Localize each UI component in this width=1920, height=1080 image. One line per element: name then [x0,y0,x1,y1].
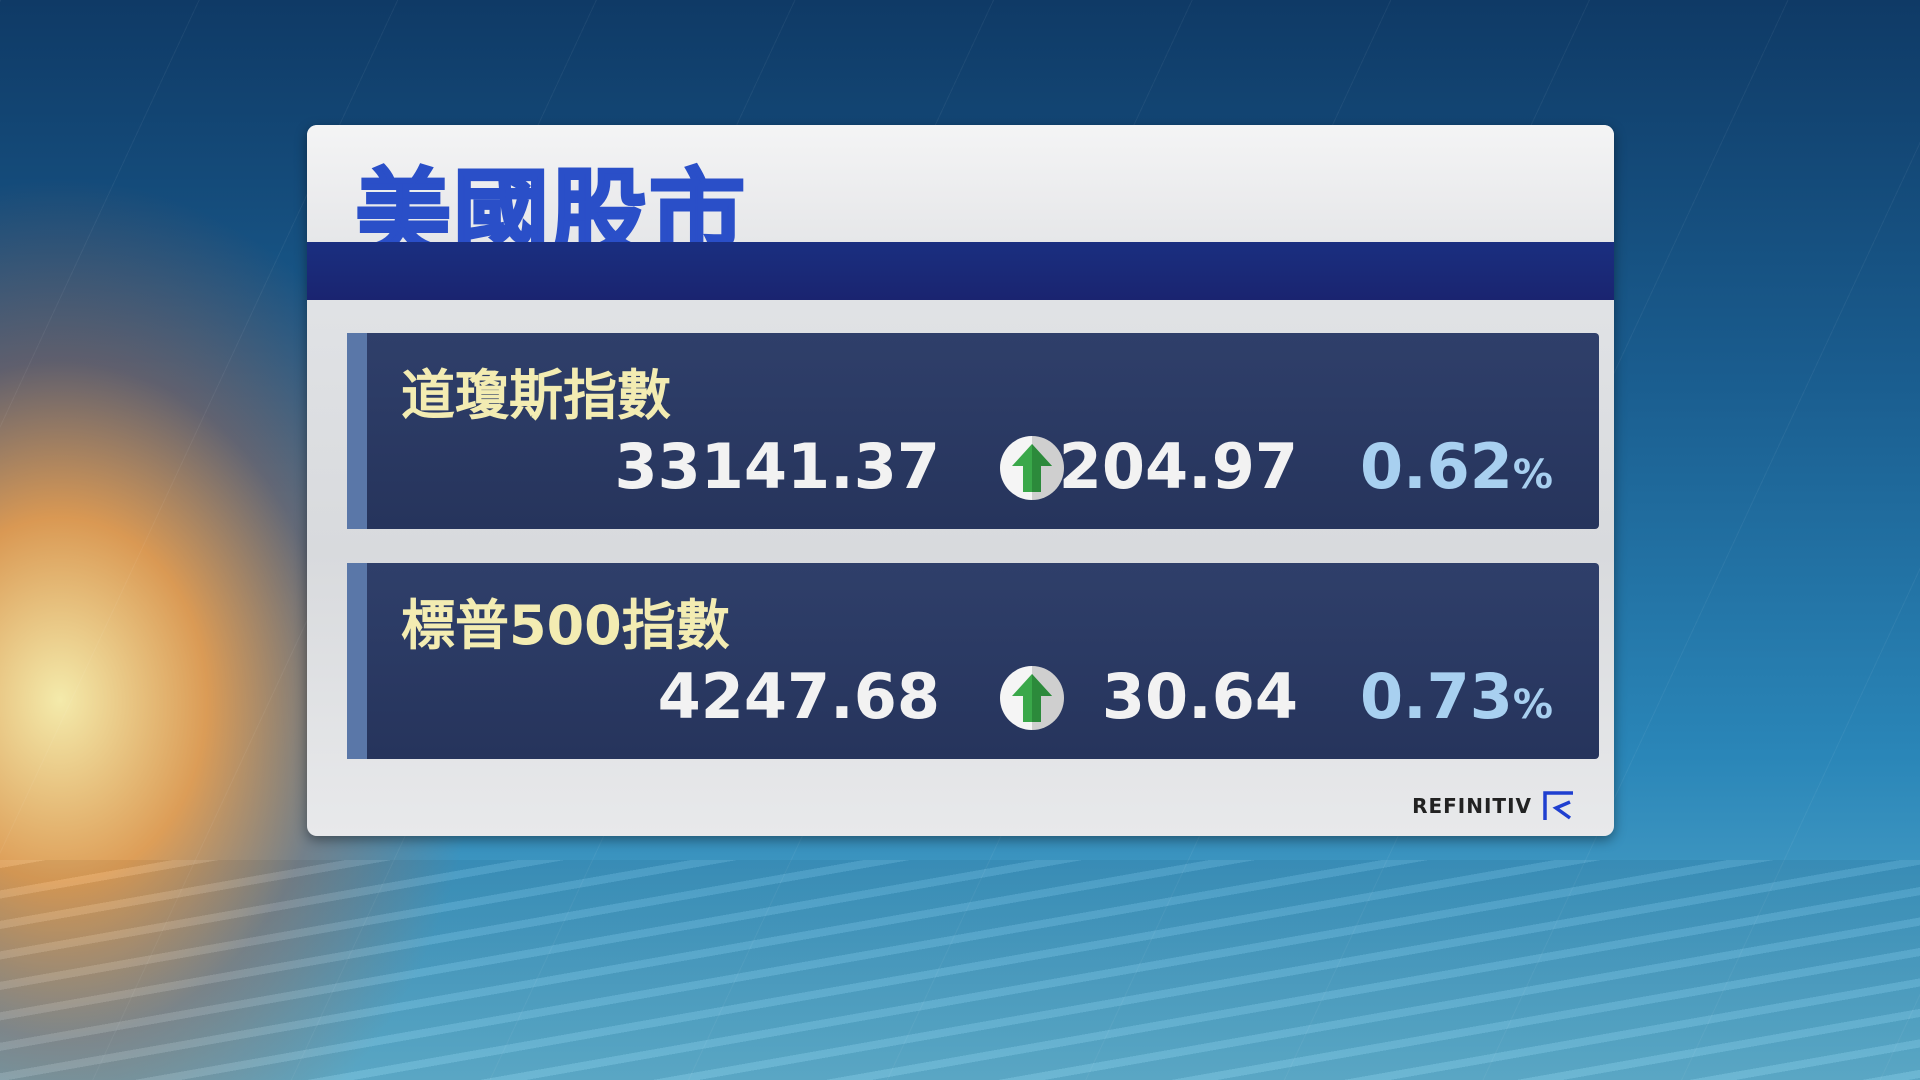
row-accent [347,333,367,529]
index-row-dow: 道瓊斯指數 33141.37 204.97 0.62% [347,333,1599,529]
market-panel: 美國股市 道瓊斯指數 33141.37 204.97 0.62% 標普500指數… [307,125,1614,836]
percent-value: 0.73 [1359,660,1513,733]
percent-symbol: % [1512,682,1553,728]
index-row-sp500: 標普500指數 4247.68 30.64 0.73% [347,563,1599,759]
index-name: 道瓊斯指數 [401,364,671,427]
background-floor [0,860,1920,1080]
percent-value: 0.62 [1359,430,1513,503]
row-accent [347,563,367,759]
index-percent: 0.73% [1360,666,1553,728]
title-underline-band [307,242,1614,300]
source-name: REFINITIV [1412,794,1532,818]
index-close: 4247.68 [657,660,940,733]
index-percent: 0.62% [1360,436,1553,498]
index-change: 30.64 [1101,660,1298,733]
up-arrow-icon [1000,666,1064,730]
index-change: 204.97 [1058,430,1298,503]
up-arrow-icon [1000,436,1064,500]
title-band: 美國股市 [307,125,1614,273]
source-logo: REFINITIV [1412,790,1576,822]
index-name: 標普500指數 [401,594,730,657]
refinitiv-logo-icon [1543,791,1573,820]
index-close: 33141.37 [614,430,940,503]
percent-symbol: % [1512,452,1553,498]
